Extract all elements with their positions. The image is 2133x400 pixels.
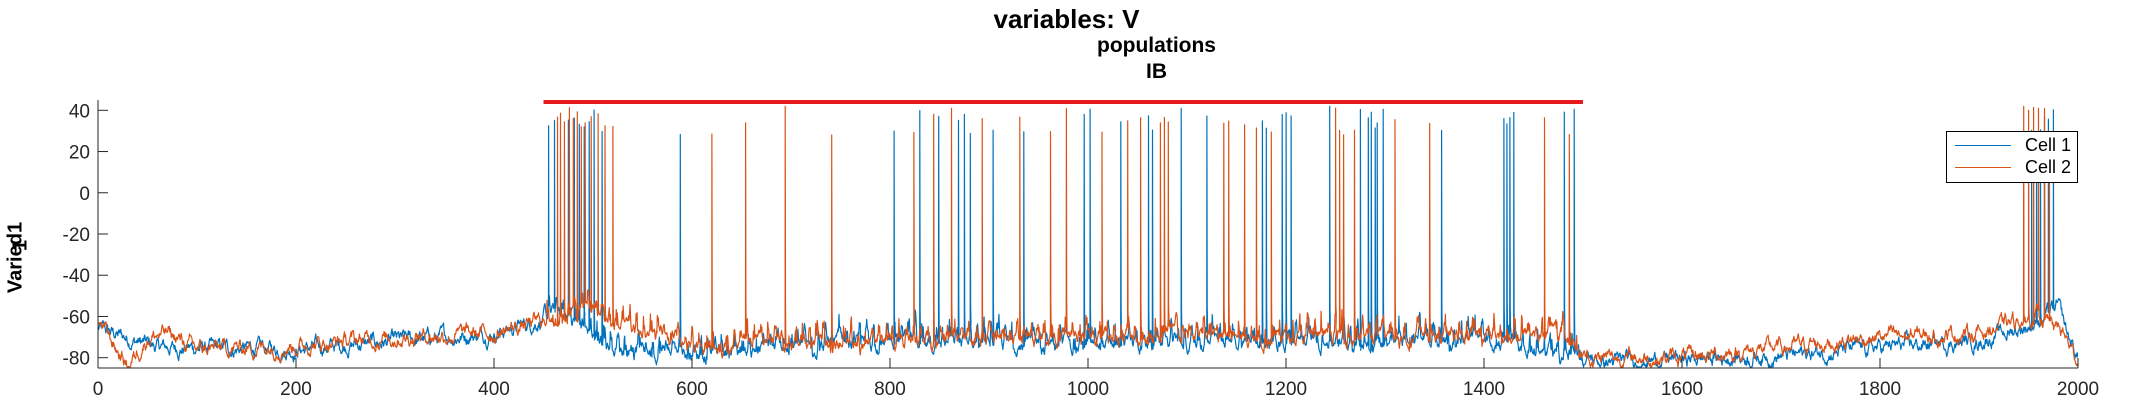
legend-swatch-cell-1 [1955, 145, 2011, 146]
chart-subtitle-populations: populations [1097, 34, 1216, 57]
legend-label-cell-2: Cell 2 [2025, 157, 2072, 177]
y-tick-label: -40 [63, 266, 90, 287]
y-tick-label: 0 [79, 184, 90, 205]
legend-item-cell-1: Cell 1 [1947, 134, 2077, 156]
y-tick-label: -20 [63, 225, 90, 246]
y-tick-label: 20 [69, 143, 90, 164]
x-tick-label: 1200 [1265, 379, 1307, 400]
chart-title: variables: V [993, 4, 1140, 34]
x-tick-label: 800 [874, 379, 906, 400]
x-tick-label: 600 [676, 379, 708, 400]
x-tick-label: 1600 [1661, 379, 1703, 400]
x-tick-label: 400 [478, 379, 510, 400]
legend-item-cell-2: Cell 2 [1947, 156, 2077, 178]
x-tick-label: 1000 [1067, 379, 1109, 400]
y-tick-label: -60 [63, 307, 90, 328]
series-line-cell-1 [98, 105, 2078, 368]
legend: Cell 1 Cell 2 [1946, 131, 2078, 183]
x-tick-label: 2000 [2057, 379, 2099, 400]
legend-swatch-cell-2 [1955, 167, 2011, 168]
x-tick-label: 200 [280, 379, 312, 400]
y-tick-label: -80 [63, 349, 90, 370]
legend-label-cell-1: Cell 1 [2025, 135, 2072, 155]
x-tick-label: 0 [93, 379, 104, 400]
x-tick-label: 1800 [1859, 379, 1901, 400]
series-line-cell-2 [98, 105, 2078, 368]
chart-subtitle-ib: IB [1146, 60, 1167, 83]
y-tick-label: 40 [69, 101, 90, 122]
x-tick-label: 1400 [1463, 379, 1505, 400]
